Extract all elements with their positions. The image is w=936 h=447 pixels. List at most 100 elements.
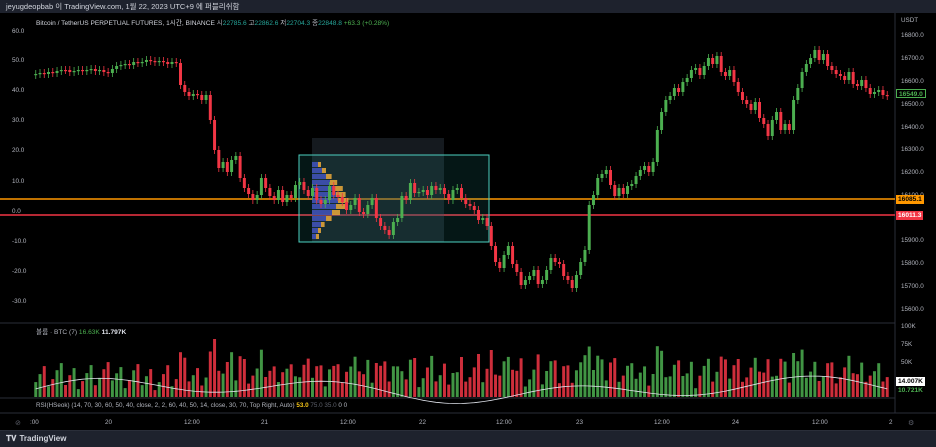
volume-bar [736, 359, 740, 397]
candle-bear [332, 186, 336, 195]
candle-bull [809, 58, 813, 64]
volume-bar [749, 367, 753, 397]
volume-bar [579, 362, 583, 397]
volume-bar [689, 361, 693, 397]
candle-bull [617, 188, 621, 196]
settings-icon[interactable]: ⚙ [908, 420, 915, 427]
candle-bear [179, 63, 182, 85]
volume-bar [872, 371, 876, 397]
chart-canvas[interactable]: USDT 16800.0 16700.0 16600.0 16500.0 16400.0 1… [0, 13, 936, 430]
volume-bar [604, 380, 608, 397]
candle-bull [353, 198, 357, 205]
volume-bar [336, 364, 340, 397]
volume-profile-bar-down [326, 174, 332, 179]
candle-bull [323, 200, 327, 204]
volume-bar [655, 346, 659, 397]
candle-bear [851, 72, 855, 84]
candle-bull [860, 80, 864, 86]
candle-bear [264, 178, 268, 188]
candle-bear [161, 61, 165, 63]
chart-area[interactable]: USDT 16800.0 16700.0 16600.0 16500.0 16400.0 1… [0, 13, 936, 430]
price-axis-tick: 16600.0 [901, 78, 924, 85]
volume-bar [843, 367, 847, 397]
volume-bar [102, 369, 106, 397]
rsi-title[interactable]: RSI(HSeok) (14, 70, 30, 60, 50, 40, clos… [36, 402, 295, 409]
candle-bear [472, 206, 476, 210]
price-axis-tick: 16300.0 [901, 146, 924, 153]
volume-profile-bar-down [326, 216, 332, 221]
volume-bar [127, 380, 131, 397]
zoom-icon[interactable]: ⊘ [15, 420, 21, 427]
volume-bar [643, 366, 647, 397]
volume-bar [813, 361, 817, 397]
volume-bar [855, 374, 859, 397]
volume-bar [353, 356, 357, 397]
price-axis-tick: 15600.0 [901, 306, 924, 313]
volume-bar [728, 378, 732, 397]
candle-bear [881, 90, 885, 95]
candle-bull [132, 62, 136, 65]
volume-bar [587, 346, 591, 397]
candle-bull [775, 112, 779, 120]
candle-bear [374, 198, 378, 218]
volume-bar [447, 384, 451, 397]
candle-bear [843, 76, 847, 80]
candle-bear [511, 246, 515, 264]
volume-title[interactable]: 볼륨 · BTC (7) [36, 329, 78, 336]
volume-bar [677, 360, 681, 397]
candle-bear [834, 70, 838, 74]
candle-bull [400, 196, 404, 218]
candle-bull [668, 96, 672, 100]
candle-bull [221, 162, 225, 168]
candle-bull [847, 72, 851, 80]
volume-bar [310, 377, 314, 397]
candle-bear [336, 195, 340, 197]
symbol-title[interactable]: Bitcoin / TetherUS PERPETUAL FUTURES, 1시… [36, 20, 215, 27]
volume-bar [161, 374, 165, 397]
candle-bear [247, 188, 251, 194]
left-axis-tick: 30.0 [12, 117, 25, 124]
candle-bull [204, 95, 208, 100]
volume-profile-bar-up [312, 180, 330, 185]
volume-bar [681, 376, 685, 397]
candle-bull [438, 188, 442, 190]
candle-bull [545, 270, 549, 280]
volume-bar [366, 359, 370, 397]
candle-bull [293, 185, 297, 198]
time-axis-label: 12:00 [654, 419, 670, 426]
volume-profile-bar-up [312, 222, 321, 227]
price-axis-tick: 15900.0 [901, 237, 924, 244]
tradingview-logo-icon: 𝐓𝐕 [6, 434, 17, 443]
price-axis-tick: 16800.0 [901, 32, 924, 39]
candle-bear [153, 61, 157, 63]
volume-bar [809, 371, 813, 397]
candle-bull [796, 88, 800, 100]
candle-bull [528, 276, 532, 280]
volume-bar [885, 377, 889, 397]
volume-bar [213, 339, 217, 397]
volume-bar [706, 358, 710, 397]
volume-last-tag: 14.007K [896, 377, 925, 386]
volume-bar [719, 356, 723, 397]
volume-bar [247, 383, 251, 397]
left-axis-tick: 60.0 [12, 28, 25, 35]
volume-bar [396, 366, 400, 397]
high-value: 22862.6 [254, 20, 279, 27]
time-axis-label: 22 [419, 419, 427, 426]
volume-bar [617, 381, 621, 397]
candle-bear [460, 188, 463, 198]
volume-bar [191, 375, 195, 397]
volume-bar [460, 357, 463, 397]
tradingview-logo[interactable]: 𝐓𝐕 TradingView [6, 434, 66, 444]
red-level-tag: 16011.3 [896, 211, 924, 220]
candle-bull [76, 70, 80, 72]
candle-bull [115, 66, 119, 69]
candle-bear [379, 218, 383, 226]
footer-bar: 𝐓𝐕 TradingView [0, 430, 936, 447]
candle-bear [745, 100, 749, 104]
volume-bar [268, 370, 272, 397]
low-label: 저 [280, 20, 287, 27]
candle-bull [813, 50, 817, 58]
candle-bear [251, 194, 255, 200]
volume-bar [753, 357, 757, 397]
